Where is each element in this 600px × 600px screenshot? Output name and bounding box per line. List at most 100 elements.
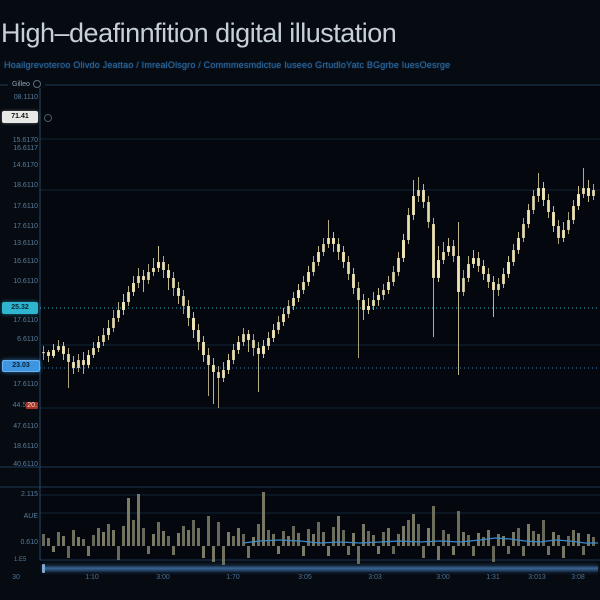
volume-bar (397, 534, 400, 546)
volume-bar (97, 528, 100, 546)
candle-body (577, 194, 580, 206)
candle-body (522, 224, 525, 238)
volume-bar (202, 546, 205, 558)
candle-body (467, 264, 470, 278)
volume-bar (217, 522, 220, 546)
volume-bar (262, 492, 265, 546)
volume-bar (182, 526, 185, 546)
candle-body (582, 188, 585, 194)
time-scrollbar[interactable] (42, 564, 598, 573)
volume-bar (232, 536, 235, 546)
candle-body (232, 350, 235, 360)
candle-body (297, 290, 300, 298)
volume-bar (237, 528, 240, 546)
volume-bar (407, 520, 410, 546)
volume-bar (347, 546, 350, 555)
y-axis-label: 18.6110 (13, 443, 38, 450)
y-axis-label: 17.6110 (13, 381, 38, 388)
candle-body (312, 262, 315, 272)
y-axis-label: 17.6110 (13, 203, 38, 210)
volume-bar (337, 516, 340, 546)
x-axis-tick-label: 3:00 (436, 574, 450, 581)
candle-body (282, 314, 285, 322)
candle-body (62, 346, 65, 354)
price-marker-circle-icon[interactable] (44, 114, 52, 122)
candle-body (192, 318, 195, 330)
candle-body (327, 238, 330, 244)
candle-body (507, 262, 510, 274)
volume-bar (382, 532, 385, 546)
candle-body (257, 348, 260, 354)
volume-bar (307, 529, 310, 546)
volume-bar (297, 533, 300, 546)
volume-bar (82, 539, 85, 546)
candle-body (122, 302, 125, 310)
volume-bar (127, 498, 130, 546)
volume-bar (502, 536, 505, 546)
candle-body (342, 252, 345, 262)
x-axis-tick-label: 3:00 (156, 574, 170, 581)
candle-body (237, 342, 240, 350)
volume-bar (112, 530, 115, 546)
y-axis-label: 0.610 (20, 539, 38, 546)
candle-body (132, 283, 135, 292)
candle-body (482, 266, 485, 274)
series-legend[interactable]: Gilleo (8, 80, 45, 88)
candle-body (222, 370, 225, 378)
series-visibility-icon[interactable] (32, 80, 41, 88)
volume-bar (487, 530, 490, 546)
volume-bar (497, 534, 500, 546)
volume-bar (137, 494, 140, 546)
cyan-price-badge: 25.32 (2, 302, 38, 314)
x-axis-tick-label: 3:03 (368, 574, 382, 581)
candle-body (392, 272, 395, 282)
candle-body (402, 240, 405, 258)
candle-body (347, 262, 350, 274)
volume-bar (547, 546, 550, 555)
candle-body (102, 335, 105, 342)
candle-body (447, 246, 450, 252)
candle-body (262, 346, 265, 354)
candle-body (357, 288, 360, 300)
candle-body (82, 360, 85, 365)
volume-bar (152, 534, 155, 546)
volume-bar (572, 530, 575, 546)
volume-bar (292, 526, 295, 546)
candle-body (562, 230, 565, 238)
volume-bar (72, 530, 75, 546)
volume-bar (132, 520, 135, 546)
white-price-badge: 71.41 (2, 111, 38, 123)
candle-body (537, 188, 540, 196)
y-axis-label: 17.6110 (13, 223, 38, 230)
volume-bar (122, 526, 125, 546)
volume-bar (142, 528, 145, 546)
candle-body (417, 190, 420, 196)
volume-bar (177, 533, 180, 546)
volume-bar (377, 546, 380, 554)
candle-body (557, 226, 560, 238)
candle-body (272, 330, 275, 338)
candle-body (67, 354, 70, 362)
plot-area[interactable] (40, 85, 600, 560)
volume-bar (147, 546, 150, 554)
volume-bar (322, 532, 325, 546)
candle-body (552, 212, 555, 226)
candle-body (47, 352, 50, 356)
candle-body (372, 300, 375, 306)
scrollbar-left-handle[interactable] (42, 564, 45, 573)
volume-bar (42, 534, 45, 546)
x-axis-tick-label: 30 (12, 574, 20, 581)
candle-body (217, 372, 220, 378)
candle-body (542, 188, 545, 200)
volume-bar (327, 546, 330, 556)
candle-body (427, 202, 430, 222)
alert-price-flag: 20. (26, 402, 38, 409)
volume-bar (552, 532, 555, 546)
candle-body (292, 298, 295, 306)
volume-bar (447, 534, 450, 546)
volume-bar (242, 534, 245, 546)
candle-body (567, 220, 570, 230)
candle-body (487, 274, 490, 282)
y-axis-label: 16.6110 (13, 258, 38, 265)
